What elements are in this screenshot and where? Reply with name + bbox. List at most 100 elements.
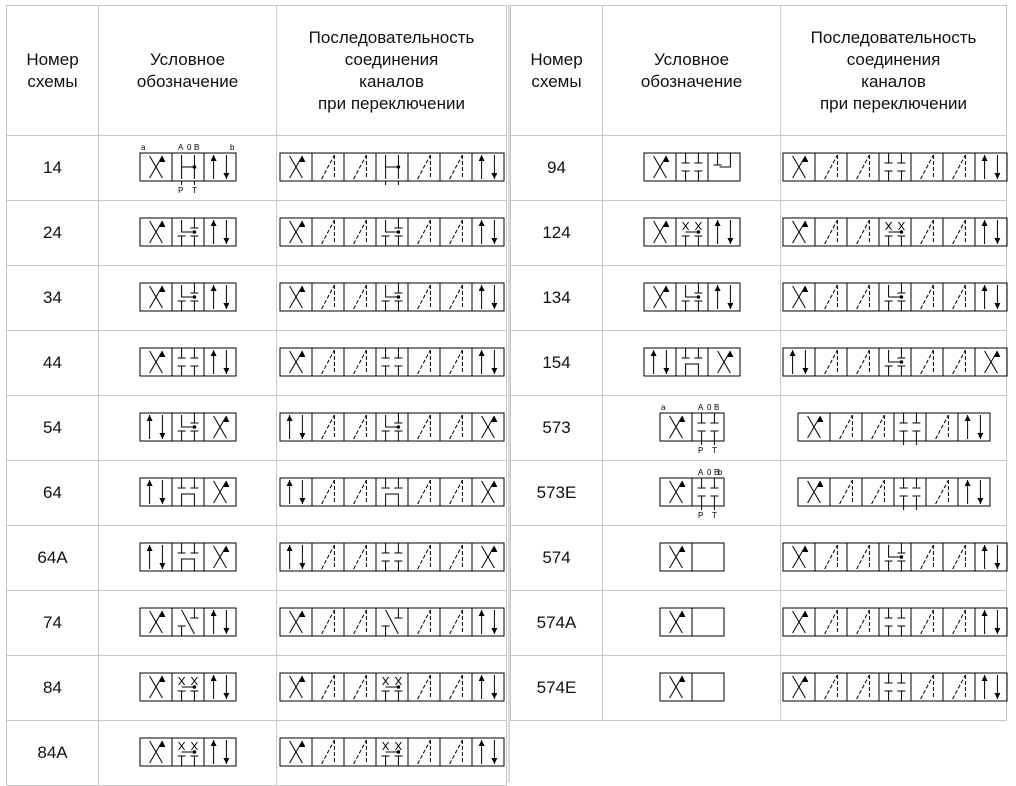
valve-symbol [659, 607, 724, 637]
valve-symbol-cell [602, 590, 781, 656]
header-symbol: Условное обозначение [640, 49, 743, 91]
switching-sequence-cell [276, 655, 507, 721]
schemes-table-right: Номер схемы Условное обозначение Последо… [510, 5, 1008, 721]
switching-sequence-diagram [797, 412, 990, 445]
port-label: B [714, 468, 719, 477]
table-row: 64A [6, 525, 507, 591]
scheme-number: 573 [542, 418, 571, 437]
port-label: 0 [707, 403, 712, 412]
scheme-number: 74 [43, 613, 62, 632]
scheme-number-cell: 64A [6, 525, 99, 591]
switching-sequence-cell [276, 720, 507, 786]
scheme-number: 14 [43, 158, 62, 177]
scheme-number: 154 [542, 353, 571, 372]
table-row: 574A [510, 590, 1008, 656]
switching-sequence-diagram [782, 542, 1008, 572]
valve-symbol: A 0 Bb P T [659, 468, 724, 520]
scheme-number-cell: 74 [6, 590, 99, 656]
switching-sequence-cell [276, 135, 507, 201]
valve-symbol [643, 347, 740, 377]
scheme-number-cell: 124 [510, 200, 603, 266]
scheme-number: 573E [536, 483, 577, 502]
port-label: T [712, 511, 717, 520]
scheme-number: 134 [542, 288, 571, 307]
switching-sequence-diagram [279, 347, 504, 377]
switching-sequence-cell [780, 330, 1008, 396]
valve-symbol [643, 282, 740, 312]
scheme-number: 574 [542, 548, 571, 567]
valve-symbol: a A 0 B P T [659, 403, 724, 455]
port-label: A [698, 403, 704, 412]
port-label: P [698, 511, 703, 520]
switching-sequence-diagram [279, 477, 504, 507]
valve-symbol [643, 217, 740, 247]
scheme-number-cell: 84A [6, 720, 99, 786]
table-row: 573 a A 0 B P T [510, 395, 1007, 461]
valve-symbol-cell [98, 200, 277, 266]
valve-symbol [139, 282, 236, 312]
valve-symbol [139, 477, 236, 507]
valve-symbol-cell [602, 200, 781, 266]
header-cell-number: Номер схемы [6, 5, 99, 136]
scheme-number-cell: 574 [510, 525, 603, 591]
header-cell-symbol: Условное обозначение [98, 5, 277, 136]
scheme-number-cell: 94 [510, 135, 603, 201]
scheme-number-cell: 154 [510, 330, 603, 396]
switching-sequence-diagram [279, 412, 504, 442]
table-row: 24 [6, 200, 507, 266]
valve-symbol-cell [98, 395, 277, 461]
table-row: 64 [6, 460, 507, 526]
switching-sequence-diagram [782, 152, 1008, 182]
switching-sequence-cell [780, 655, 1008, 721]
switching-sequence-diagram [279, 737, 504, 767]
valve-symbol-cell [98, 460, 277, 526]
scheme-number-cell: 573 [510, 395, 603, 461]
switching-sequence-diagram [279, 152, 504, 185]
valve-symbol-cell [98, 720, 277, 786]
switching-sequence-cell [276, 525, 507, 591]
valve-symbol [139, 347, 236, 377]
switching-sequence-diagram [279, 672, 504, 702]
port-label: a [661, 403, 666, 412]
scheme-number: 124 [542, 223, 571, 242]
switching-sequence-diagram [782, 347, 1008, 377]
table-row: 154 [510, 330, 1008, 396]
scheme-number: 84A [37, 743, 68, 762]
table-row: 34 [6, 265, 507, 331]
valve-symbol [139, 672, 236, 702]
table-row: 94 [510, 135, 1008, 201]
table-row: 574E [510, 655, 1008, 721]
valve-symbol-cell [602, 330, 781, 396]
switching-sequence-cell [276, 460, 507, 526]
port-label: A [178, 143, 184, 152]
valve-symbol [659, 542, 724, 572]
switching-sequence-cell [276, 330, 507, 396]
port-label: B [714, 403, 719, 412]
port-label: A [698, 468, 704, 477]
switching-sequence-diagram [279, 282, 504, 312]
scheme-number: 64 [43, 483, 62, 502]
scheme-number: 574A [536, 613, 577, 632]
switching-sequence-cell [780, 265, 1008, 331]
scheme-number: 44 [43, 353, 62, 372]
scheme-number-cell: 574E [510, 655, 603, 721]
table-row: 54 [6, 395, 507, 461]
table-row: 574 [510, 525, 1008, 591]
header-symbol: Условное обозначение [136, 49, 239, 91]
port-label: 0 [187, 143, 192, 152]
switching-sequence-cell [780, 200, 1008, 266]
header-cell-number: Номер схемы [510, 5, 603, 136]
table-row: 134 [510, 265, 1008, 331]
valve-symbol [139, 542, 236, 572]
table-row: 74 [6, 590, 507, 656]
switching-sequence-cell [276, 590, 507, 656]
scheme-number-cell: 64 [6, 460, 99, 526]
switching-sequence-diagram [279, 607, 504, 637]
